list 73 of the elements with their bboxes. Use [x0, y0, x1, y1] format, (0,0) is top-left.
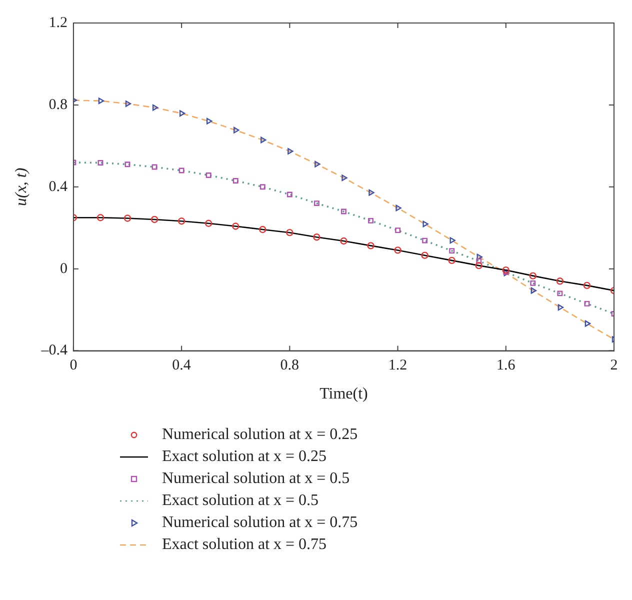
- point: [368, 218, 374, 224]
- x-axis-title: Time(t): [320, 386, 368, 403]
- point: [313, 233, 320, 241]
- point: [314, 160, 320, 168]
- point: [260, 184, 266, 190]
- point: [178, 168, 184, 174]
- point: [557, 290, 563, 296]
- point: [98, 98, 104, 104]
- legend-label: Exact solution at x = 0.75: [162, 536, 327, 554]
- y-tick-label: 0.8: [48, 96, 68, 113]
- point: [556, 278, 564, 285]
- legend-label: Numerical solution at x = 0.25: [162, 426, 358, 444]
- point: [206, 118, 212, 124]
- x-tick-label: 0.8: [280, 358, 300, 374]
- point: [558, 304, 564, 311]
- point: [396, 204, 402, 212]
- point: [260, 136, 266, 144]
- point: [367, 242, 374, 250]
- point: [476, 254, 482, 260]
- point: [150, 216, 158, 224]
- point: [584, 320, 591, 327]
- point: [98, 160, 104, 166]
- legend-label: Numerical solution at x = 0.75: [162, 514, 358, 532]
- point: [475, 262, 482, 270]
- y-axis-title: u(x, t): [12, 168, 30, 206]
- point: [450, 237, 456, 244]
- point: [584, 300, 590, 306]
- point: [314, 200, 320, 206]
- x-tick-label: 1.6: [496, 358, 516, 374]
- point: [232, 222, 240, 230]
- point: [206, 172, 212, 178]
- point: [234, 126, 240, 134]
- point: [395, 228, 400, 234]
- point: [422, 220, 428, 228]
- x-tick-label: 2: [610, 358, 618, 374]
- point: [448, 256, 456, 264]
- point: [529, 272, 537, 280]
- legend-label: Exact solution at x = 0.5: [162, 492, 319, 510]
- point: [476, 258, 482, 264]
- point: [96, 214, 104, 222]
- point: [341, 208, 346, 214]
- point: [583, 282, 591, 290]
- point: [178, 218, 186, 225]
- point: [342, 174, 348, 182]
- point: [124, 162, 130, 168]
- point: [124, 214, 132, 222]
- x-tick-label: 0.4: [172, 358, 192, 374]
- point: [449, 248, 455, 254]
- y-tick-label: 0.4: [48, 178, 68, 195]
- point: [368, 189, 374, 196]
- point: [286, 192, 292, 198]
- point: [152, 164, 158, 170]
- y-tick-label: –0.4: [40, 342, 68, 359]
- y-tick-label: 0: [60, 260, 68, 277]
- legend-label: Numerical solution at x = 0.5: [162, 470, 350, 488]
- point: [530, 287, 537, 294]
- point: [530, 280, 536, 286]
- point: [421, 252, 428, 259]
- y-tick-label: 1.2: [48, 14, 68, 31]
- point: [288, 148, 294, 154]
- point: [232, 178, 238, 184]
- point: [179, 110, 186, 117]
- point: [286, 228, 294, 236]
- x-tick-label: 1.2: [388, 358, 408, 374]
- point: [394, 246, 402, 254]
- point: [340, 237, 348, 245]
- point: [204, 220, 212, 227]
- point: [152, 104, 158, 111]
- legend-label: Exact solution at x = 0.25: [162, 448, 327, 466]
- point: [125, 100, 132, 107]
- point: [259, 226, 266, 234]
- point: [502, 266, 510, 274]
- point: [422, 238, 428, 244]
